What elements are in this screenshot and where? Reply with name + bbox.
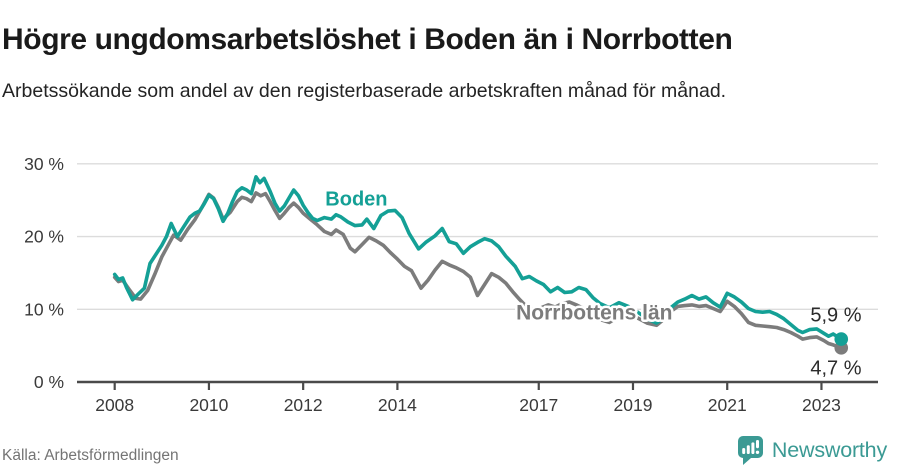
x-tick-label: 2019 bbox=[614, 395, 653, 415]
y-tick-label: 10 % bbox=[24, 299, 64, 319]
x-tick-label: 2017 bbox=[519, 395, 558, 415]
y-tick-label: 30 % bbox=[24, 154, 64, 174]
x-tick-label: 2021 bbox=[708, 395, 747, 415]
y-tick-label: 0 % bbox=[34, 372, 64, 392]
page-title: Högre ungdomsarbetslöshet i Boden än i N… bbox=[2, 23, 733, 57]
source-note: Källa: Arbetsförmedlingen bbox=[2, 447, 179, 464]
norrbottens-län-series-label: Norrbottens län bbox=[516, 301, 672, 324]
boden-series-label: Boden bbox=[325, 188, 387, 210]
norrbottens-län-line bbox=[112, 191, 844, 350]
bar-chart-speech-bubble-icon bbox=[737, 436, 763, 465]
norrbottens-län-end-value-label: 4,7 % bbox=[810, 358, 861, 380]
boden-end-dot bbox=[834, 332, 849, 346]
y-tick-label: 20 % bbox=[24, 227, 64, 247]
x-tick-label: 2014 bbox=[378, 395, 417, 415]
x-tick-label: 2008 bbox=[95, 395, 134, 415]
unemployment-line-chart: 0 % 10 % 20 % 30 % 2008 2010 2012 2014 2017 2019 2… bbox=[24, 154, 878, 415]
brand-wordmark: Newsworthy bbox=[771, 438, 887, 462]
boden-end-value-label: 5,9 % bbox=[810, 305, 861, 327]
boden-line bbox=[112, 175, 844, 341]
x-tick-label: 2023 bbox=[802, 395, 841, 415]
chart-subtitle: Arbetssökande som andel av den registerb… bbox=[2, 79, 727, 102]
x-tick-label: 2010 bbox=[189, 395, 228, 415]
newsworthy-logo: Newsworthy bbox=[737, 435, 887, 466]
x-tick-label: 2012 bbox=[284, 395, 323, 415]
